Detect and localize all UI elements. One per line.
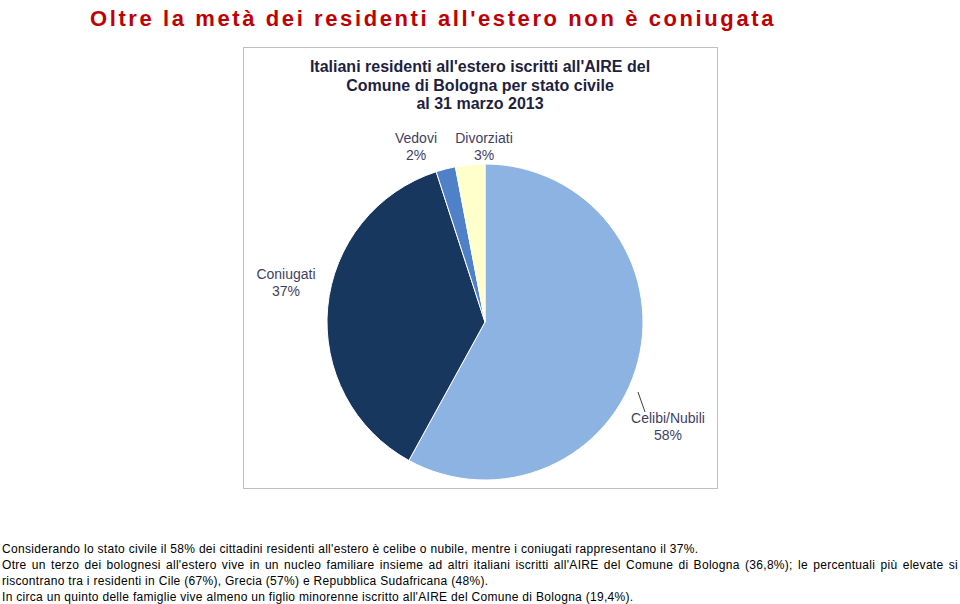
note: In circa un quinto delle famiglie vive a…	[2, 589, 958, 604]
pie-slice	[455, 164, 485, 322]
chart: Oltre la metà dei residenti all'estero n…	[0, 0, 960, 530]
slice-value: 3%	[474, 147, 494, 163]
note: Otre un terzo dei bolognesi all'estero v…	[2, 557, 958, 589]
notes: Considerando lo stato civile il 58% dei …	[2, 541, 958, 604]
slice-value: 37%	[272, 283, 300, 299]
chart-title: Italiani residenti all'estero iscritti a…	[310, 58, 650, 112]
slice-value: 58%	[654, 427, 682, 443]
slice-name: Celibi/Nubili	[631, 410, 705, 426]
leader-line	[638, 392, 645, 412]
pie	[327, 164, 643, 480]
chart-frame	[244, 48, 718, 489]
slice-value: 2%	[406, 147, 426, 163]
slice-name: Divorziati	[455, 130, 513, 146]
heading: Oltre la metà dei residenti all'estero n…	[90, 6, 776, 31]
note: Considerando lo stato civile il 58% dei …	[2, 541, 958, 557]
slice-name: Vedovi	[395, 130, 437, 146]
slice-name: Coniugati	[256, 266, 315, 282]
